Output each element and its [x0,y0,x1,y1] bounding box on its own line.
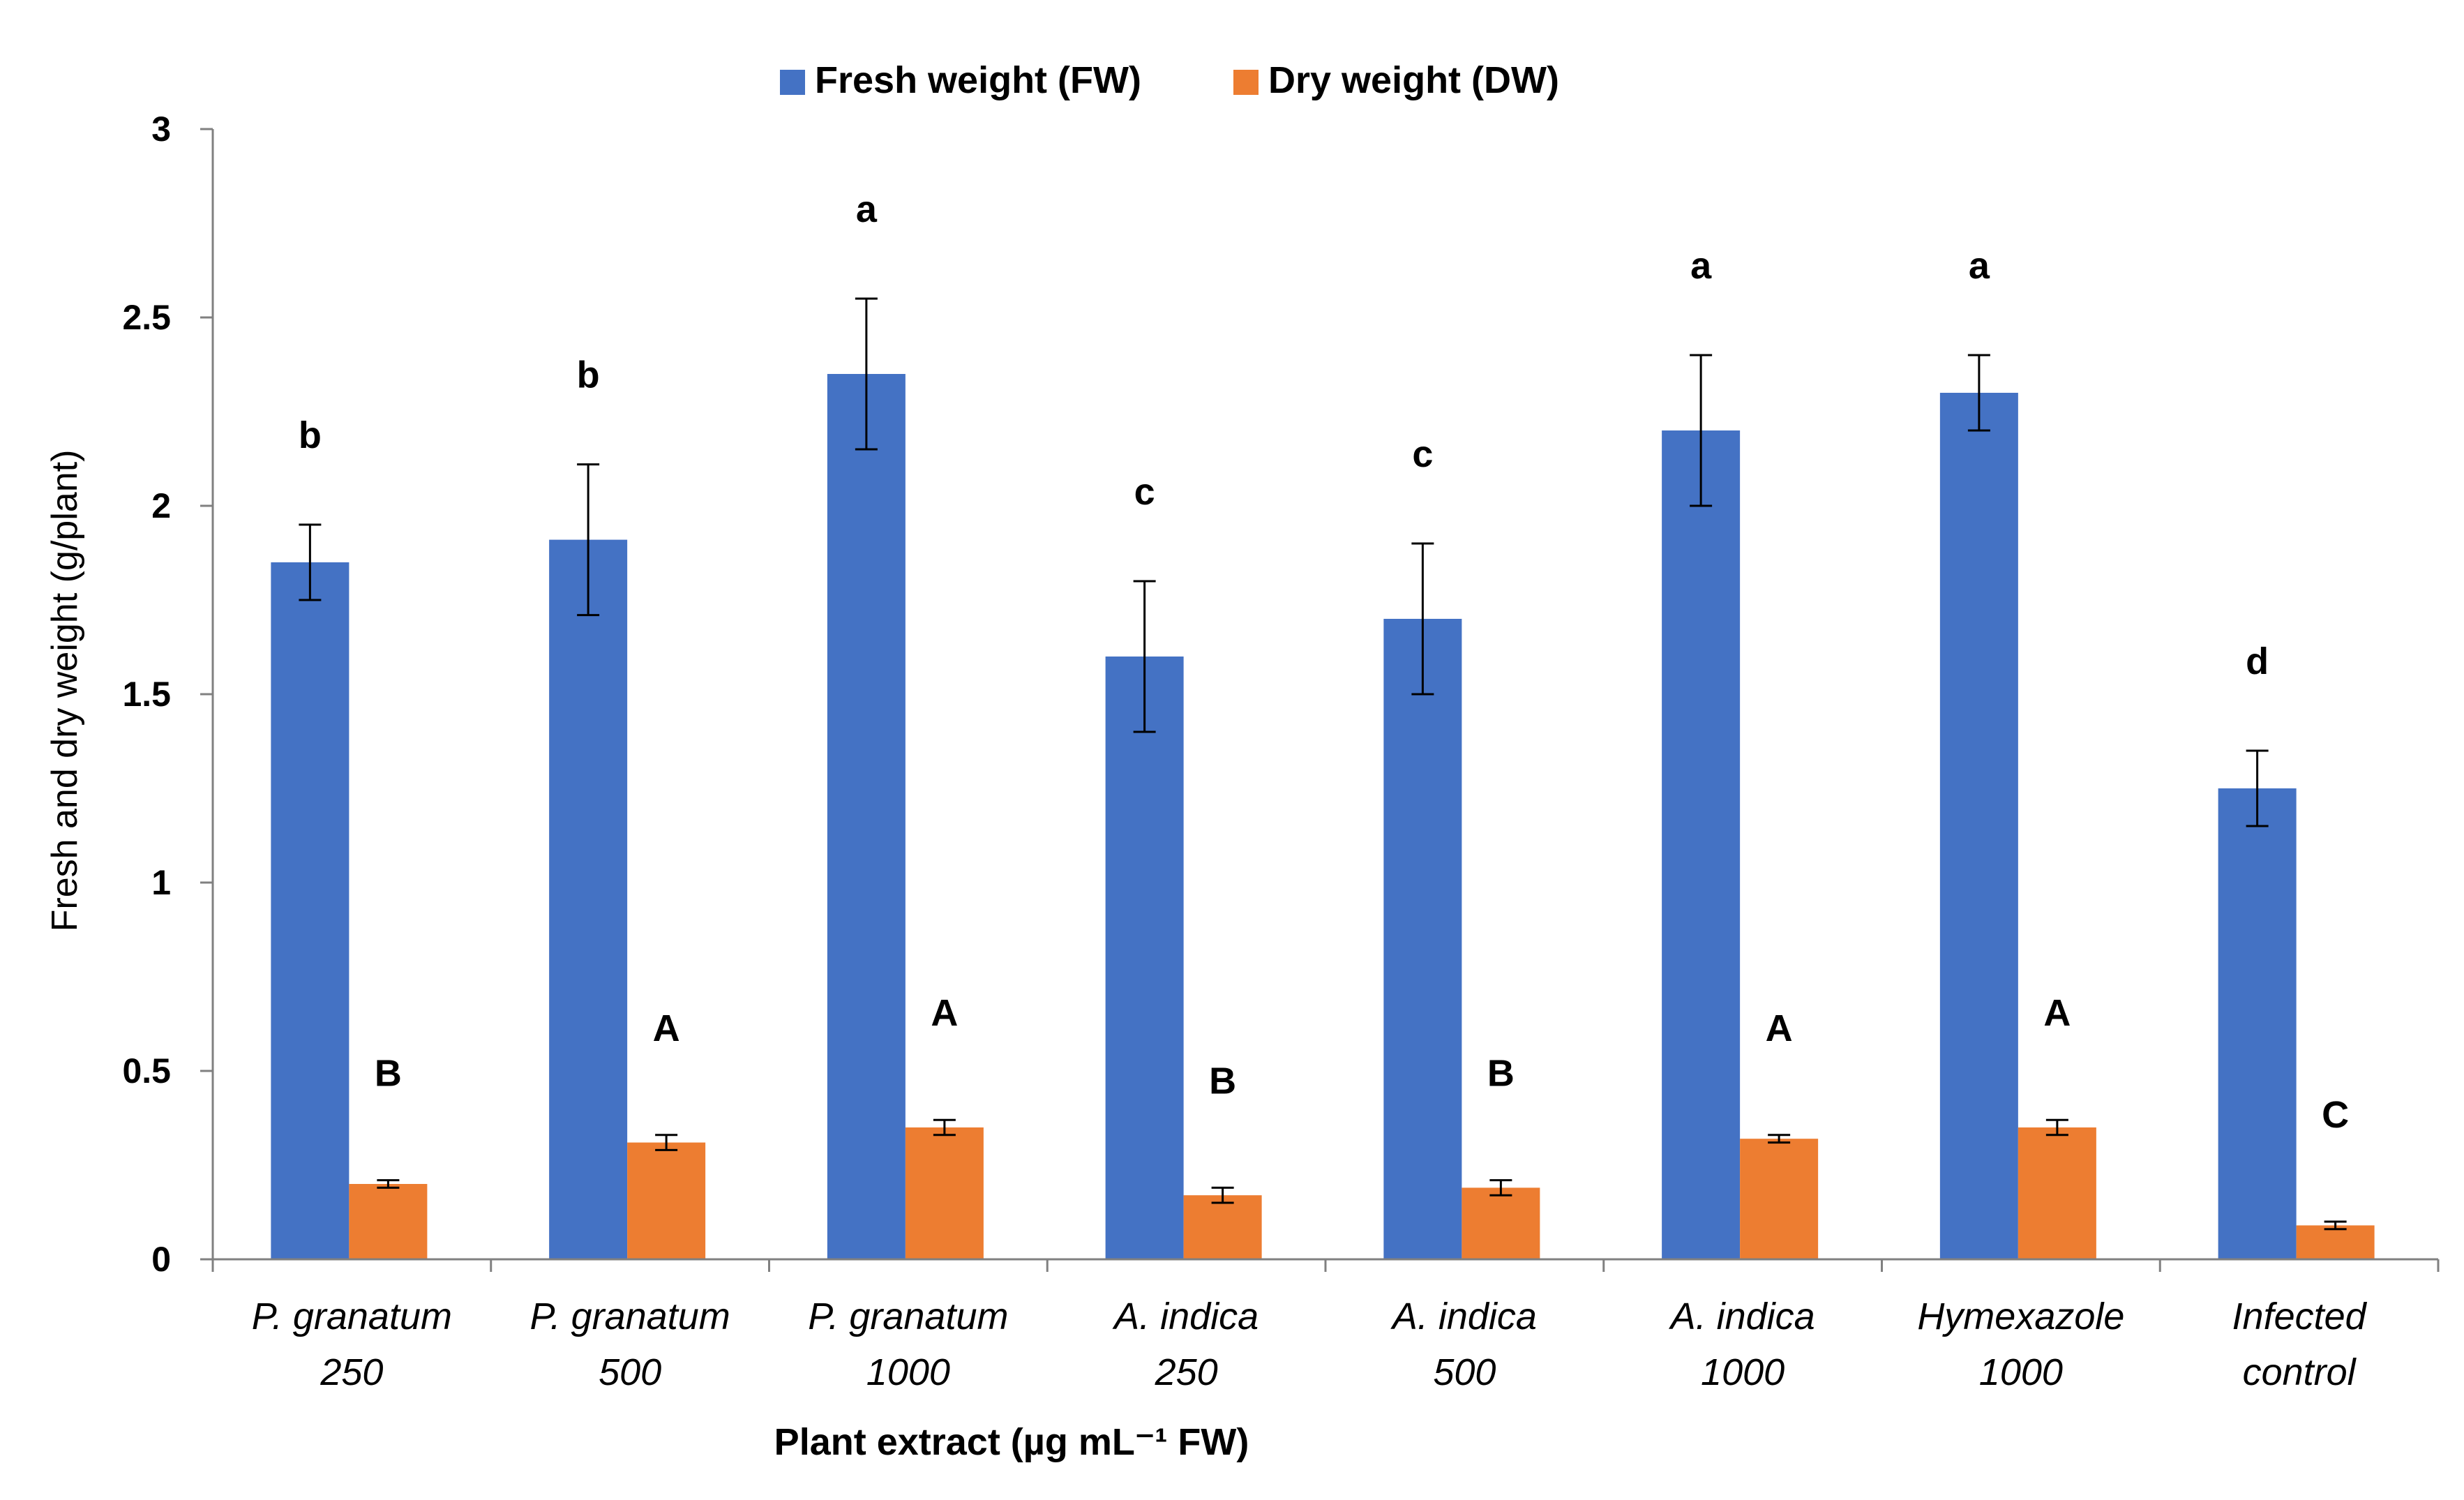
y-tick-label: 2 [151,486,171,525]
y-tick-label: 0.5 [122,1051,171,1090]
fw-significance-letter: b [299,414,322,456]
x-axis-label: Plant extract (µg mL⁻¹ FW) [774,1421,1249,1463]
dw-significance-letter: C [2322,1094,2349,1136]
dw-bar [2296,1225,2375,1259]
fw-bar [271,562,350,1259]
bars: b b a c c a a d B A A B B A A C [271,188,2375,1259]
x-tick-label: P. granatum [252,1296,452,1337]
dw-significance-letter: B [1209,1060,1236,1102]
dw-bar [905,1127,984,1259]
fw-significance-letter: a [1969,245,1990,287]
dw-bar [1740,1139,1819,1259]
dw-significance-letter: A [931,992,958,1034]
fw-bar [2218,788,2297,1259]
dw-significance-letter: A [1766,1007,1793,1049]
x-tick-label: A. indica [1390,1296,1537,1337]
x-tick-label: control [2243,1351,2357,1393]
x-tick-label: Hymexazole [1917,1296,2124,1337]
x-tick-label: 1000 [1701,1351,1785,1393]
legend-fw-swatch [780,70,805,95]
x-axis: P. granatum 250 P. granatum 500 P. granatum 1… [211,1258,2440,1393]
legend-fw-label: Fresh weight (FW) [815,59,1141,101]
dw-bar [349,1184,428,1259]
fw-bar [1939,393,2018,1259]
y-tick-label: 0 [151,1240,171,1279]
dw-bar [1462,1187,1540,1259]
y-axis: 0 0.5 1 1.5 2 2.5 3 [122,110,214,1279]
fw-bar [1383,619,1462,1259]
fw-bar [1105,657,1184,1259]
dw-bar [2018,1127,2096,1259]
dw-bar [627,1142,706,1259]
legend: Fresh weight (FW) Dry weight (DW) [780,59,1559,101]
dw-bar [1183,1195,1262,1259]
x-tick-label: P. granatum [808,1296,1008,1337]
x-tick-label: 250 [1155,1351,1218,1393]
fw-significance-letter: a [856,188,878,230]
dw-significance-letter: B [375,1053,402,1095]
x-tick-label: 250 [320,1351,383,1393]
y-tick-label: 2.5 [122,298,171,337]
dw-significance-letter: A [2043,992,2071,1034]
x-tick-label: A. indica [1112,1296,1259,1337]
x-tick-label: Infected [2232,1296,2368,1337]
y-tick-label: 1 [151,863,171,902]
fw-bar [549,539,628,1259]
x-tick-label: 500 [1433,1351,1496,1393]
dw-significance-letter: A [653,1007,680,1049]
x-tick-label: A. indica [1669,1296,1815,1337]
fw-bar [827,374,906,1259]
dw-significance-letter: B [1487,1053,1515,1095]
fw-bar [1662,430,1741,1259]
y-axis-label: Fresh and dry weight (g/plant) [45,450,85,932]
x-tick-label: P. granatum [530,1296,730,1337]
fw-significance-letter: c [1134,471,1155,513]
y-tick-label: 1.5 [122,675,171,714]
fw-significance-letter: d [2246,640,2269,682]
y-tick-label: 3 [151,110,171,149]
legend-dw-swatch [1233,70,1259,95]
x-tick-label: 1000 [866,1351,950,1393]
fw-significance-letter: a [1690,245,1712,287]
fw-significance-letter: c [1412,433,1433,475]
legend-dw-label: Dry weight (DW) [1268,59,1559,101]
fw-significance-letter: b [577,354,600,396]
x-tick-label: 500 [599,1351,661,1393]
x-tick-label: 1000 [1979,1351,2063,1393]
